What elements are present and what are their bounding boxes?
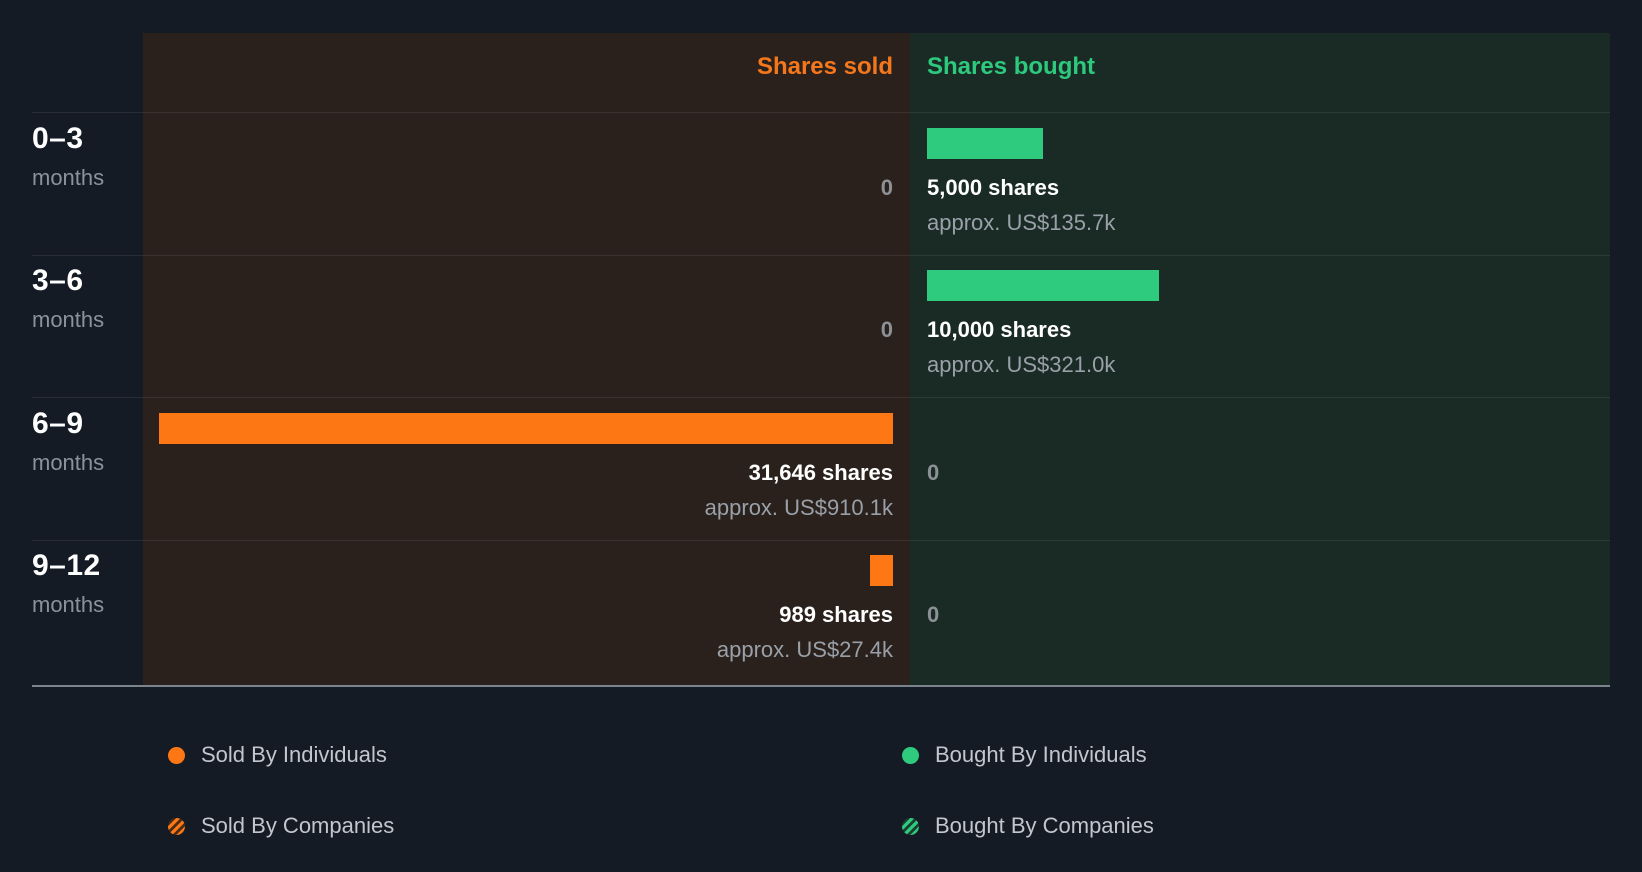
sold-cell: 0 [143,113,910,255]
period-unit-label: months [32,165,105,190]
sold-cell: 31,646 shares approx. US$910.1k [143,398,910,540]
sold-individuals-dot-icon [168,746,185,764]
legend-item-sold-individuals[interactable]: Sold By Individuals [168,742,387,768]
bought-shares-value: 10,000 shares [927,317,1072,342]
bought-shares-value: 5,000 shares [927,175,1060,200]
sold-approx-value: approx. US$910.1k [704,495,893,520]
bought-individuals-dot-icon [902,746,919,764]
bought-shares-value: 0 [927,602,940,627]
sold-approx-value: approx. US$27.4k [716,637,893,662]
sold-companies-striped-dot-icon [168,817,185,835]
sold-shares-value: 31,646 shares [748,460,893,485]
period-unit-label: months [32,592,105,617]
bought-cell: 0 [910,398,1610,540]
bought-shares-value: 0 [927,460,940,485]
legend-item-bought-individuals[interactable]: Bought By Individuals [902,742,1147,768]
sold-cell: 0 [143,255,910,397]
period-label: 0–3 [32,122,84,155]
bought-approx-value: approx. US$135.7k [927,210,1116,235]
period-unit-label: months [32,307,105,332]
legend-label: Bought By Individuals [935,742,1147,767]
period-label: 6–9 [32,407,84,440]
row-divider [32,540,1610,541]
bought-column-header: Shares bought [927,53,1096,80]
bought-cell: 0 [910,540,1610,682]
chart-row: 0–3 months 0 5,000 shares approx. US$135… [0,113,1642,255]
period-label: 9–12 [32,549,101,582]
bought-cell: 10,000 shares approx. US$321.0k [910,255,1610,397]
chart-row: 9–12 months 989 shares approx. US$27.4k … [0,540,1642,682]
sold-bar[interactable] [159,413,893,444]
period-label: 3–6 [32,264,84,297]
bought-approx-value: approx. US$321.0k [927,352,1116,377]
sold-bar[interactable] [870,555,893,586]
legend-item-sold-companies[interactable]: Sold By Companies [168,813,394,839]
row-divider [32,397,1610,398]
chart-row: 3–6 months 0 10,000 shares approx. US$32… [0,255,1642,397]
sold-shares-value: 0 [880,317,893,342]
sold-cell: 989 shares approx. US$27.4k [143,540,910,682]
bought-bar[interactable] [927,128,1043,159]
row-divider [32,255,1610,256]
legend-label: Bought By Companies [935,813,1154,838]
period-unit-label: months [32,450,105,475]
row-divider [32,112,1610,113]
sold-shares-value: 0 [880,175,893,200]
sold-shares-value: 989 shares [779,602,893,627]
chart-row: 6–9 months 31,646 shares approx. US$910.… [0,398,1642,540]
legend-label: Sold By Companies [201,813,395,838]
sold-column-header: Shares sold [756,53,893,80]
legend-item-bought-companies[interactable]: Bought By Companies [902,813,1154,839]
legend-label: Sold By Individuals [201,742,387,767]
bought-cell: 5,000 shares approx. US$135.7k [910,113,1610,255]
bought-companies-striped-dot-icon [902,817,919,835]
shares-sold-panel [143,33,910,686]
bought-bar[interactable] [927,270,1159,301]
chart-bottom-divider [32,685,1610,687]
